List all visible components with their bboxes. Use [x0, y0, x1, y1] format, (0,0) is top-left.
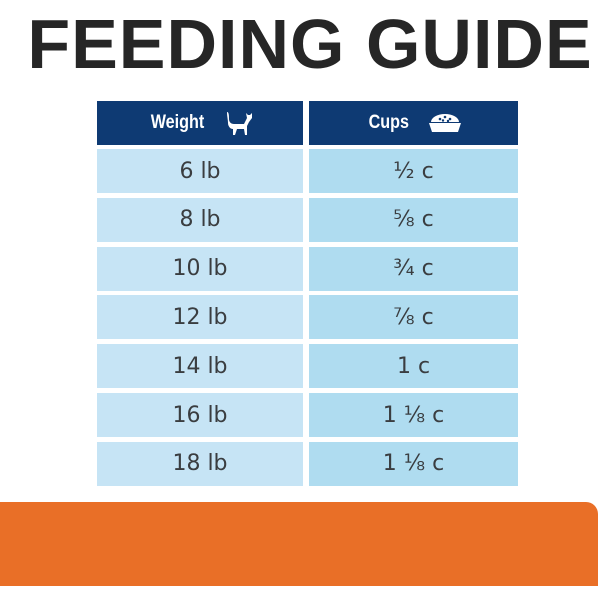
cups-cell: 1 c: [309, 344, 518, 389]
weight-cell: 10 lb: [97, 246, 303, 291]
page-title: FEEDING GUIDE: [27, 5, 593, 83]
weight-cell: 18 lb: [97, 441, 303, 486]
cups-cell: ½ c: [309, 149, 518, 193]
weight-cell: 14 lb: [97, 344, 303, 389]
header-weight: Weight: [97, 101, 303, 145]
weight-cell: 12 lb: [97, 295, 303, 340]
weight-cell: 6 lb: [97, 149, 303, 193]
cups-cell: 1 ⅛ c: [309, 441, 518, 486]
weight-cell: 16 lb: [97, 393, 303, 437]
cups-cell: ¾ c: [309, 246, 518, 291]
cups-cell: ⅝ c: [309, 197, 518, 242]
cups-cell: ⅞ c: [309, 295, 518, 340]
header-cups-label: Cups: [368, 112, 409, 133]
cups-cell: 1 ⅛ c: [309, 393, 518, 437]
cat-icon: [227, 112, 253, 135]
weight-cell: 8 lb: [97, 197, 303, 242]
orange-banner: [0, 502, 598, 586]
header-cups: Cups: [309, 101, 518, 145]
food-bowl-icon: [429, 114, 462, 132]
header-weight-label: Weight: [150, 112, 204, 133]
